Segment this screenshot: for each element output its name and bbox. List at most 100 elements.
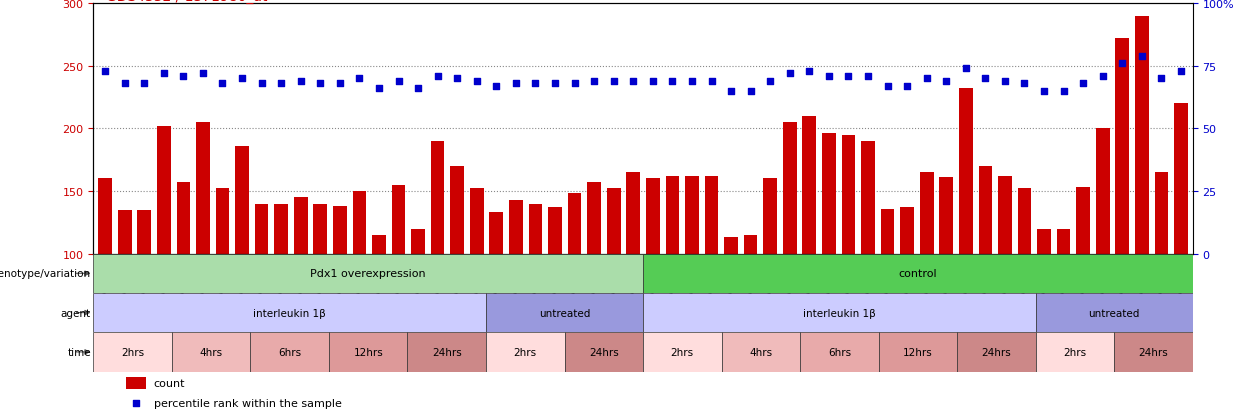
Text: 2hrs: 2hrs [121,347,144,357]
Text: 12hrs: 12hrs [903,347,933,357]
Point [154,71,174,77]
Text: 24hrs: 24hrs [432,347,462,357]
Bar [235,147,249,379]
Text: GDS4332 / 1371980_at: GDS4332 / 1371980_at [106,0,268,4]
Text: 2hrs: 2hrs [1063,347,1087,357]
Bar [126,377,146,389]
Point [584,78,604,85]
Point [916,76,936,83]
Bar [644,332,722,372]
Text: percentile rank within the sample: percentile rank within the sample [154,398,341,408]
Bar [411,229,425,379]
Bar [722,332,801,372]
Point [761,78,781,85]
Text: 6hrs: 6hrs [828,347,850,357]
Point [350,76,370,83]
Bar [588,183,601,379]
Bar [879,332,957,372]
Point [193,71,213,77]
Point [1093,73,1113,80]
Bar [998,176,1012,379]
Point [291,78,311,85]
Bar [763,179,777,379]
Point [95,68,115,75]
Bar [1077,188,1091,379]
Bar [1096,129,1109,379]
Point [819,73,839,80]
Point [232,76,251,83]
Bar [274,204,288,379]
Point [271,81,291,88]
Bar [294,198,308,379]
Bar [783,123,797,379]
Bar [1057,229,1071,379]
Bar [900,208,914,379]
Point [134,81,154,88]
Text: 4hrs: 4hrs [749,347,772,357]
Bar [177,183,190,379]
Point [487,83,507,90]
Bar [626,173,640,379]
Text: interleukin 1β: interleukin 1β [253,308,326,318]
Bar [725,238,738,379]
Point [975,76,995,83]
Point [408,86,428,93]
Bar [822,134,835,379]
Bar [486,293,644,332]
Bar [372,235,386,379]
Bar [685,176,698,379]
Bar [644,254,1193,293]
Bar [705,176,718,379]
Bar [564,332,644,372]
Bar [314,204,327,379]
Bar [979,166,992,379]
Text: time: time [67,347,91,357]
Point [1152,76,1172,83]
Bar [352,192,366,379]
Bar [644,293,1036,332]
Bar [329,332,407,372]
Text: 24hrs: 24hrs [1139,347,1168,357]
Bar [862,142,875,379]
Bar [568,194,581,379]
Text: control: control [899,268,937,279]
Bar [957,332,1036,372]
Point [173,73,193,80]
Bar [118,210,132,379]
Text: 6hrs: 6hrs [278,347,301,357]
Point [701,78,721,85]
Point [682,78,702,85]
Text: 12hrs: 12hrs [354,347,383,357]
Point [545,81,565,88]
Bar [332,206,346,379]
Bar [646,179,660,379]
Text: genotype/variation: genotype/variation [0,268,91,279]
Bar [469,189,483,379]
Text: untreated: untreated [1088,308,1140,318]
Bar [93,332,172,372]
Bar [1017,189,1031,379]
Bar [1036,332,1114,372]
Bar [1036,293,1193,332]
Bar [392,185,406,379]
Bar [407,332,486,372]
Text: count: count [154,378,186,389]
Bar [486,332,564,372]
Point [624,78,644,85]
Point [604,78,624,85]
Bar [255,204,269,379]
Point [251,81,271,88]
Bar [1037,229,1051,379]
Bar [172,332,250,372]
Text: 24hrs: 24hrs [589,347,619,357]
Point [565,81,585,88]
Text: interleukin 1β: interleukin 1β [803,308,875,318]
Point [126,400,146,406]
Text: Pdx1 overexpression: Pdx1 overexpression [310,268,426,279]
Point [330,81,350,88]
Point [878,83,898,90]
Bar [93,254,644,293]
Bar [842,135,855,379]
Bar [1116,39,1129,379]
Point [213,81,233,88]
